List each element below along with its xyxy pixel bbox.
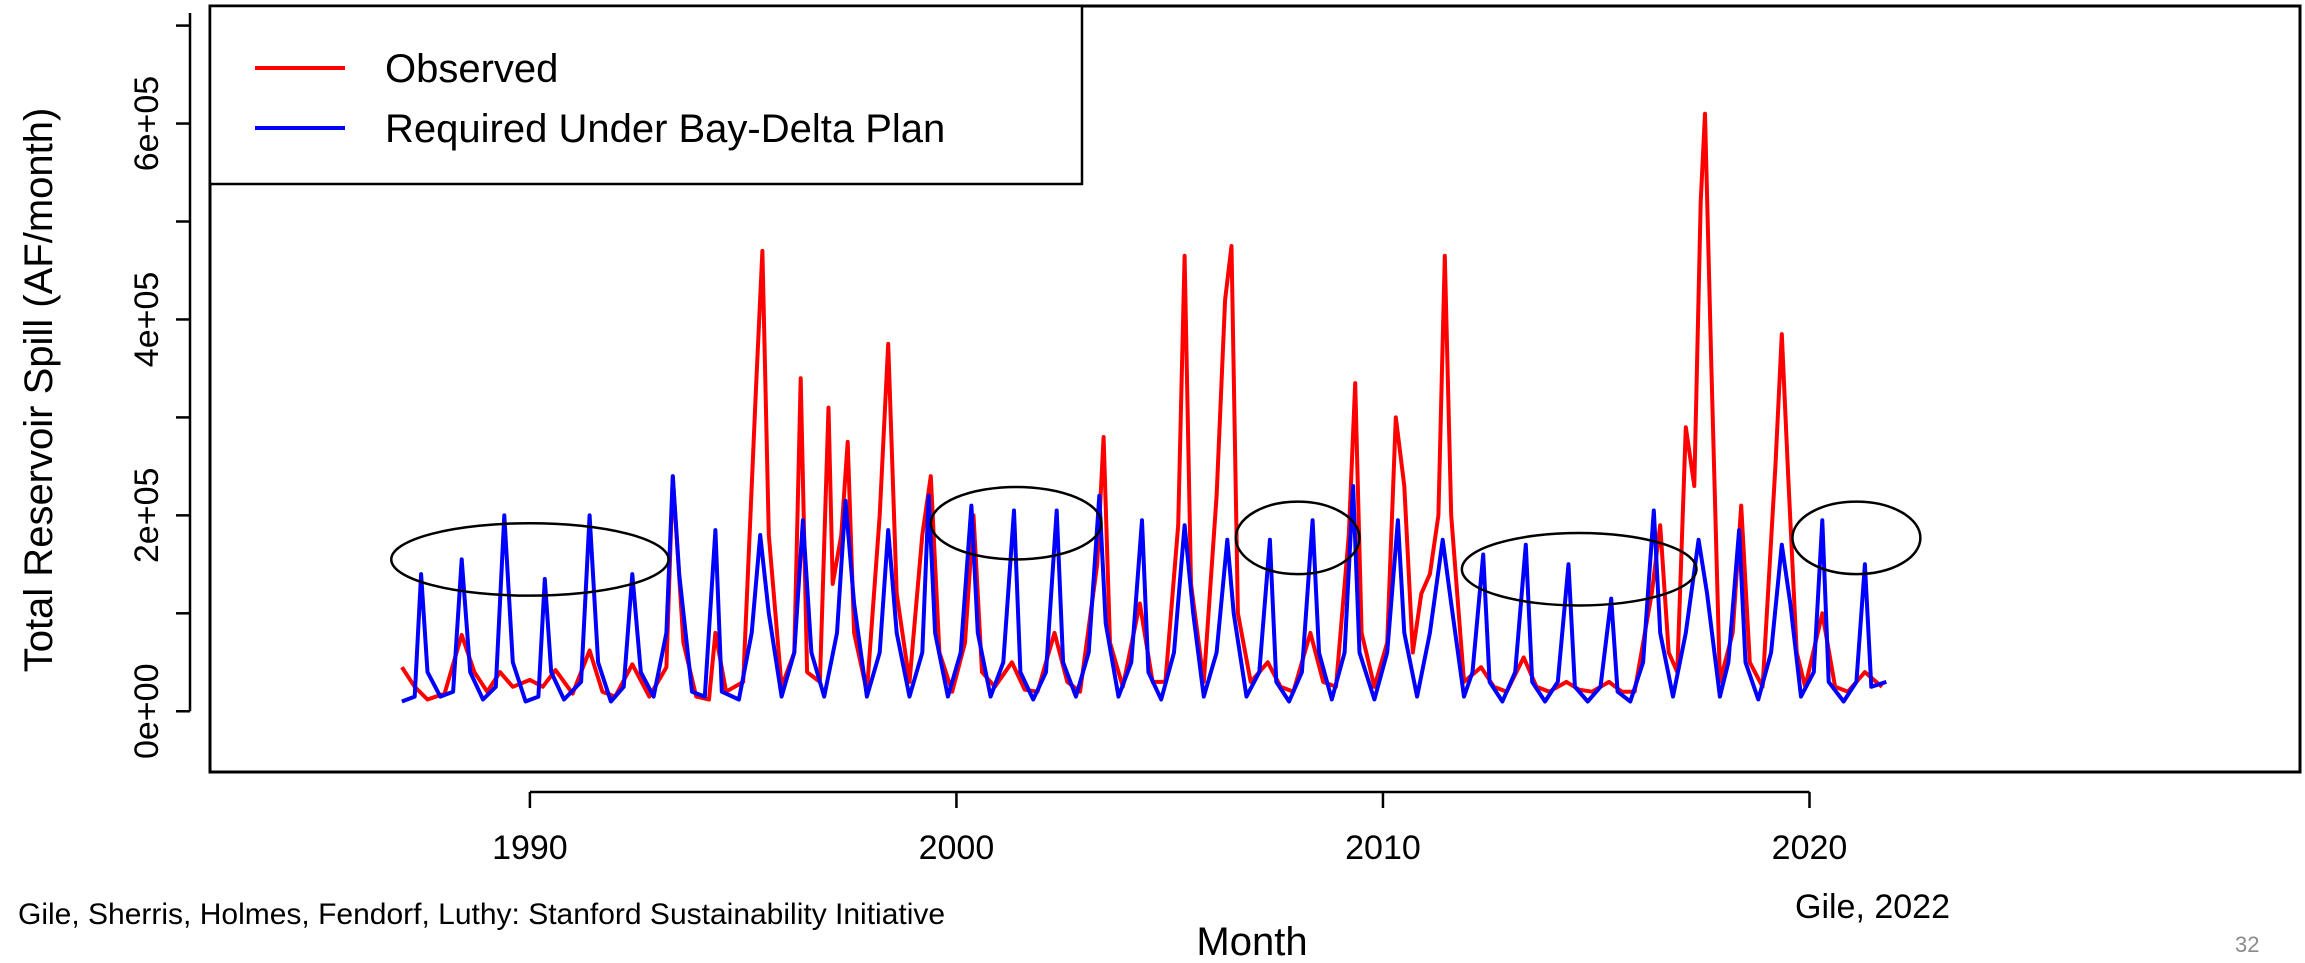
slide-number: 32: [2235, 932, 2260, 957]
y-tick-label: 2e+05: [128, 468, 166, 564]
annotation-layer: [390, 485, 1922, 607]
legend-label: Required Under Bay-Delta Plan: [385, 107, 945, 151]
x-tick-label: 1990: [492, 829, 568, 867]
series-layer: [400, 111, 1887, 704]
annotation-ellipse: [1791, 500, 1922, 576]
citation-text: Gile, 2022: [1795, 888, 1950, 926]
y-axis: 0e+00 2e+05 4e+05 6e+05: [128, 13, 192, 760]
plot-frame: [208, 4, 2302, 774]
x-tick-label: 2000: [919, 829, 995, 867]
series-line-required: [401, 474, 1887, 704]
legend-box: [208, 4, 1084, 186]
x-axis: 1990 2000 2010 2020: [492, 790, 1848, 867]
legend-label: Observed: [385, 47, 558, 91]
y-tick-label: 6e+05: [128, 76, 166, 172]
annotation-ellipse: [1460, 531, 1698, 607]
annotation-ellipse: [1234, 500, 1361, 576]
x-tick-label: 2020: [1772, 829, 1848, 867]
credit-text: Gile, Sherris, Holmes, Fendorf, Luthy: S…: [18, 898, 946, 931]
y-axis-label: Total Reservoir Spill (AF/month): [17, 108, 61, 673]
annotation-ellipse: [390, 521, 670, 597]
y-tick-label: 4e+05: [128, 272, 166, 368]
y-tick-label: 0e+00: [128, 664, 166, 760]
annotation-ellipse: [929, 485, 1103, 561]
x-tick-label: 2010: [1345, 829, 1421, 867]
series-line-observed: [400, 111, 1884, 702]
legend: Observed Required Under Bay-Delta Plan: [208, 4, 1084, 186]
x-axis-label: Month: [1196, 920, 1307, 963]
